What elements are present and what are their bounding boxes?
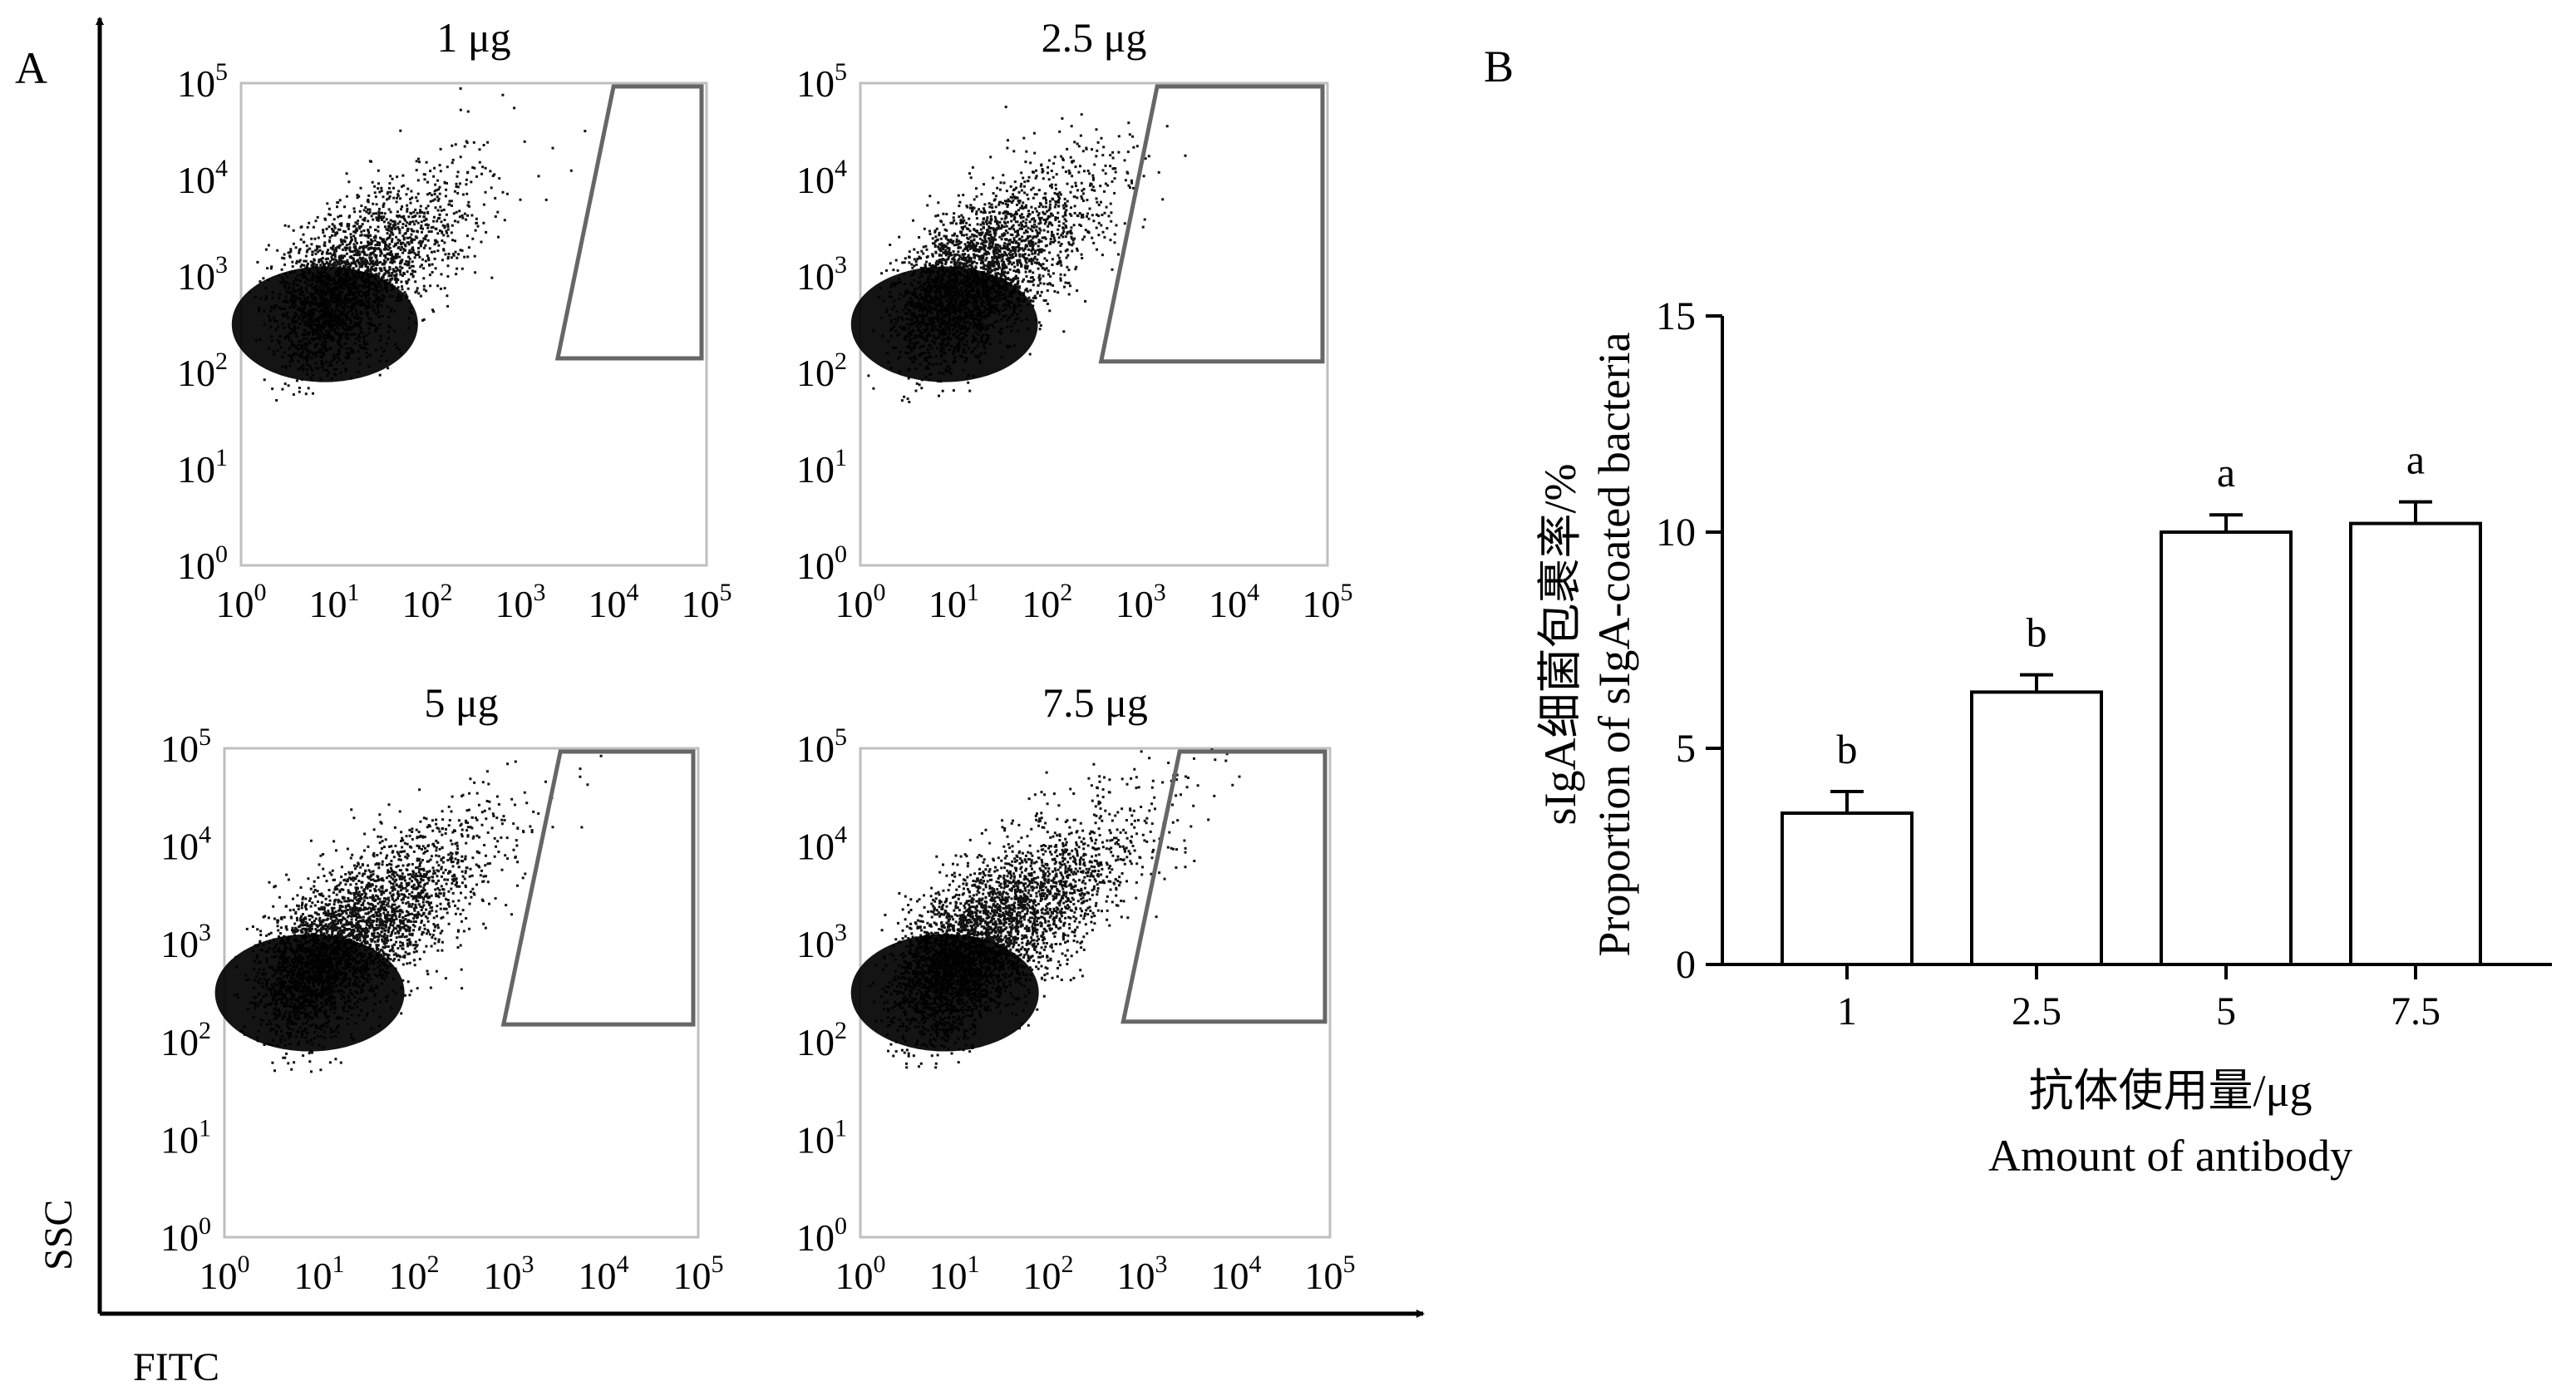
x-tick-label: 104 — [1209, 579, 1259, 625]
x-tick-label: 100 — [835, 579, 886, 625]
x-tick-label: 7.5 — [2391, 989, 2441, 1033]
y-tick-label: 10 — [1656, 511, 1696, 555]
significance-letter: a — [2406, 437, 2425, 483]
ssc-axis-label: SSC — [37, 1200, 81, 1270]
y-tick-label: 103 — [796, 251, 847, 298]
fitc-axis-label: FITC — [133, 1345, 219, 1389]
x-tick-label: 104 — [589, 579, 639, 625]
y-tick-label: 104 — [160, 821, 211, 868]
scatter-events — [233, 754, 603, 1073]
significance-letter: a — [2217, 449, 2235, 496]
y-tick-label: 103 — [160, 919, 211, 965]
significance-letter: b — [2027, 609, 2047, 656]
y-tick-label: 102 — [177, 348, 228, 394]
y-tick-label: 104 — [796, 821, 847, 868]
dot-plot-title: 2.5 μg — [1042, 14, 1147, 61]
panel-a-letter: A — [15, 43, 47, 93]
y-tick-label: 101 — [796, 1114, 847, 1161]
y-tick-label: 104 — [177, 155, 228, 201]
y-tick-label: 100 — [796, 540, 847, 587]
x-tick-label: 101 — [928, 579, 979, 625]
x-tick-label: 104 — [579, 1250, 629, 1297]
x-tick-label: 103 — [495, 579, 546, 625]
x-tick-label: 104 — [1211, 1250, 1262, 1297]
x-tick-label: 100 — [216, 579, 267, 625]
y-tick-label: 105 — [796, 723, 847, 770]
x-tick-label: 105 — [1303, 579, 1353, 625]
x-tick-label: 100 — [835, 1250, 886, 1297]
x-tick-label: 103 — [484, 1250, 534, 1297]
gate — [1121, 749, 1327, 1024]
y-tick-label: 105 — [160, 723, 211, 770]
y-tick-label: 100 — [177, 540, 228, 587]
x-tick-label: 102 — [389, 1250, 440, 1297]
panel-b-letter: B — [1484, 42, 1514, 91]
x-tick-label: 101 — [309, 579, 360, 625]
bar — [1781, 811, 1914, 966]
gate — [1098, 84, 1325, 364]
bar — [2349, 521, 2482, 966]
scatter-core — [214, 934, 405, 1052]
scatter-core — [231, 266, 418, 382]
x-tick-label: 102 — [1023, 1250, 1074, 1297]
bar-x-label-en: Amount of antibody — [1988, 1131, 2352, 1181]
x-tick-label: 2.5 — [2012, 989, 2061, 1033]
x-tick-label: 102 — [402, 579, 453, 625]
y-tick-label: 101 — [177, 444, 228, 491]
y-tick-label: 5 — [1676, 727, 1696, 771]
y-tick-label: 103 — [796, 919, 847, 965]
x-tick-label: 105 — [673, 1250, 724, 1297]
dot-plot-title: 7.5 μg — [1042, 679, 1148, 726]
y-tick-label: 0 — [1676, 943, 1696, 987]
y-tick-label: 100 — [796, 1212, 847, 1259]
y-tick-label: 100 — [160, 1212, 211, 1259]
x-tick-label: 101 — [294, 1250, 345, 1297]
y-tick-label: 101 — [160, 1114, 211, 1161]
x-tick-label: 1 — [1837, 989, 1857, 1033]
y-tick-label: 104 — [796, 155, 847, 201]
bar — [1970, 690, 2103, 967]
gate — [554, 84, 704, 361]
x-tick-label: 103 — [1117, 1250, 1168, 1297]
y-tick-label: 102 — [796, 348, 847, 394]
y-tick-label: 105 — [177, 58, 228, 105]
gate — [500, 749, 696, 1027]
x-tick-label: 105 — [682, 579, 732, 625]
bar-chart: sIgA细菌包裹率/% Proportion of sIgA-coated ba… — [1535, 294, 2552, 1181]
dot-plots: 1 μg100100101101102102103103104104105105… — [160, 14, 1356, 1297]
bar-y-label-cn: sIgA细菌包裹率/% — [1535, 464, 1585, 826]
scatter-core — [850, 266, 1038, 382]
y-tick-label: 15 — [1656, 294, 1696, 338]
bar — [2160, 530, 2293, 966]
x-tick-label: 105 — [1305, 1250, 1356, 1297]
x-tick-label: 5 — [2216, 989, 2236, 1033]
dot-plot-title: 1 μg — [436, 14, 510, 61]
scatter-core — [850, 934, 1039, 1052]
y-tick-label: 102 — [160, 1017, 211, 1063]
y-tick-label: 102 — [796, 1017, 847, 1063]
x-tick-label: 102 — [1022, 579, 1072, 625]
x-tick-label: 101 — [929, 1250, 980, 1297]
y-tick-label: 101 — [796, 444, 847, 491]
bar-x-label-cn: 抗体使用量/μg — [2029, 1066, 2312, 1116]
y-tick-label: 103 — [177, 251, 228, 298]
bar-y-label-en: Proportion of sIgA-coated bacteria — [1589, 332, 1639, 956]
y-tick-label: 105 — [796, 58, 847, 105]
dot-plot-title: 5 μg — [424, 679, 498, 726]
significance-letter: b — [1837, 726, 1858, 772]
x-tick-label: 103 — [1116, 579, 1166, 625]
x-tick-label: 100 — [199, 1250, 250, 1297]
